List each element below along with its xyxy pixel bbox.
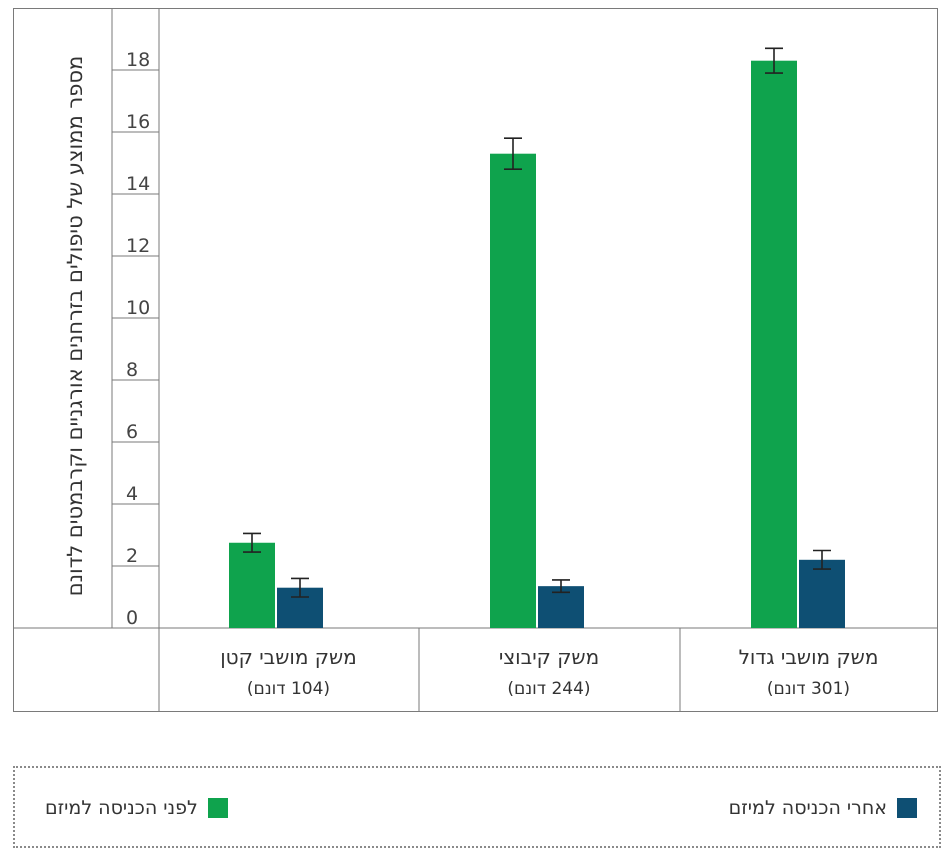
- y-tick-label: 4: [126, 483, 138, 505]
- category-size: (301 דונם): [766, 679, 851, 699]
- category-name: משק מושבי קטן: [220, 645, 357, 669]
- y-tick-label: 8: [126, 359, 138, 381]
- y-tick-label: 10: [126, 297, 150, 319]
- legend-swatch-before: [207, 798, 228, 818]
- legend-label-before: לפני הכניסה למיזם: [45, 797, 198, 819]
- y-tick-label: 12: [126, 235, 150, 257]
- legend: אחרי הכניסה למיזם לפני הכניסה למיזם: [13, 766, 941, 848]
- y-tick-label: 16: [126, 111, 150, 133]
- y-axis-label-area: מספר ממוצע של טיפולים בזרחנים אורגניים ו…: [26, 19, 124, 633]
- bar-before: [229, 542, 275, 628]
- legend-swatch-after: [897, 798, 917, 818]
- chart-plot: 0 2 4 6 8 10 12 14 16 18: [14, 9, 937, 711]
- y-tick-label: 0: [126, 607, 138, 629]
- chart-frame: 0 2 4 6 8 10 12 14 16 18 מספר ממוצע של טיפולים בז…: [13, 8, 938, 712]
- legend-label-after: אחרי הכניסה למיזם: [728, 797, 887, 819]
- y-axis-label: מספר ממוצע של טיפולים בזרחנים אורגניים ו…: [63, 55, 87, 597]
- legend-item-after: אחרי הכניסה למיזם: [729, 794, 917, 822]
- bar-before: [751, 60, 797, 628]
- category-label-kibbutz: משק קיבוצי (244 דונם): [419, 637, 679, 719]
- category-size: (104 דונם): [246, 679, 331, 699]
- bar-before: [490, 153, 536, 628]
- bar-after: [799, 559, 845, 628]
- y-tick-label: 14: [126, 173, 150, 195]
- category-label-large-moshav: משק מושבי גדול (301 דונם): [680, 637, 937, 719]
- y-tick-label: 2: [126, 545, 138, 567]
- category-label-small-moshav: משק מושבי קטן (104 דונם): [159, 637, 418, 719]
- category-size: (244 דונם): [507, 679, 591, 699]
- legend-item-before: לפני הכניסה למיזם: [45, 794, 228, 822]
- category-name: משק קיבוצי: [498, 645, 600, 669]
- y-tick-label: 18: [126, 49, 150, 71]
- y-tick-label: 6: [126, 421, 138, 443]
- category-name: משק מושבי גדול: [738, 645, 879, 669]
